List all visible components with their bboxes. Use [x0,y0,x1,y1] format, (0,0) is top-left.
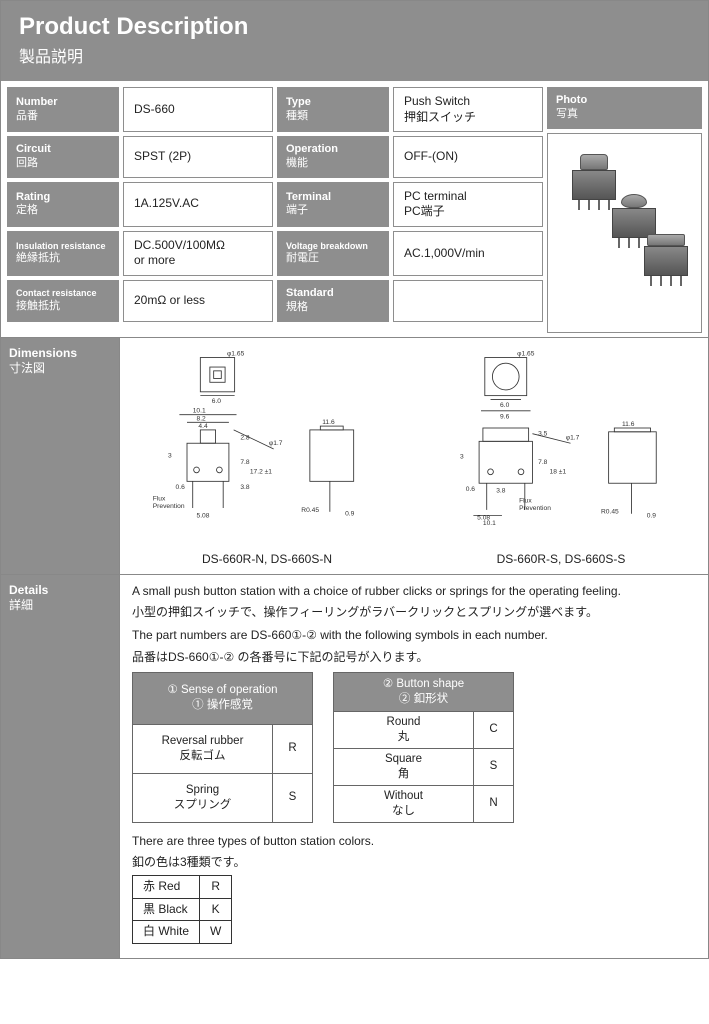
dimensions-label: Dimensions 寸法図 [1,338,119,574]
shape-table: ② Button shape ② 釦形状 Round丸 C Square角 S … [333,672,514,823]
spec-contact-label: Contact resistance 接触抵抗 [7,280,119,322]
svg-text:5.08: 5.08 [197,512,210,519]
svg-text:10.1: 10.1 [193,407,206,414]
drawing-left-caption: DS-660R-N, DS-660S-N [202,552,332,566]
switch-photo-icon [638,234,694,286]
specs-area: Number 品番 DS-660 Type 種類 Push Switch 押釦ス… [1,81,708,337]
spec-number-label: Number 品番 [7,87,119,132]
spec-standard-value [393,280,543,322]
sense-header: ① Sense of operation ① 操作感覚 [133,673,313,725]
svg-text:φ1.65: φ1.65 [517,350,535,357]
svg-text:17.2 ±1: 17.2 ±1 [250,468,272,475]
dimensions-content: φ1.65 6.0 10.1 8.2 4.4 [119,338,708,574]
details-desc-en: A small push button station with a choic… [132,583,696,600]
svg-text:6.0: 6.0 [212,398,222,405]
spec-terminal-label: Terminal 端子 [277,182,389,227]
details-content: A small push button station with a choic… [119,575,708,958]
svg-text:3: 3 [460,453,464,460]
spec-rating-label: Rating 定格 [7,182,119,227]
specs-grid-wrap: Number 品番 DS-660 Type 種類 Push Switch 押釦ス… [7,87,543,333]
svg-text:18 ±1: 18 ±1 [550,468,567,475]
spec-number-value: DS-660 [123,87,273,132]
svg-text:8.2: 8.2 [197,415,207,422]
svg-text:7.8: 7.8 [240,459,250,466]
spec-contact-value: 20mΩ or less [123,280,273,322]
spec-circuit-label: Circuit 回路 [7,136,119,178]
spec-type-value: Push Switch 押釦スイッチ [393,87,543,132]
svg-text:6.0: 6.0 [500,402,510,409]
svg-text:4.4: 4.4 [198,423,208,430]
spec-rating-value: 1A.125V.AC [123,182,273,227]
spec-voltage-label: Voltage breakdown 耐電圧 [277,231,389,276]
svg-text:Prevention: Prevention [153,503,185,510]
colors-desc-en: There are three types of button station … [132,833,696,850]
header-title-en: Product Description [19,13,690,41]
details-section: Details 詳細 A small push button station w… [1,574,708,958]
svg-text:9.6: 9.6 [500,413,510,420]
spec-insulation-value: DC.500V/100MΩ or more [123,231,273,276]
svg-text:3.8: 3.8 [496,487,506,494]
table-row: Springスプリング S [133,773,313,822]
product-sheet: Product Description 製品説明 Number 品番 DS-66… [0,0,709,959]
detail-tables: ① Sense of operation ① 操作感覚 Reversal rub… [132,672,696,823]
spec-type-label: Type 種類 [277,87,389,132]
svg-text:7.8: 7.8 [538,459,548,466]
details-partnum-en: The part numbers are DS-660①-② with the … [132,627,696,644]
details-desc-jp: 小型の押釦スイッチで、操作フィーリングがラバークリックとスプリングが選べます。 [132,604,696,621]
spec-terminal-value: PC terminal PC端子 [393,182,543,227]
table-row: 白 WhiteW [133,921,232,943]
svg-text:3.5: 3.5 [538,430,548,437]
drawing-right-caption: DS-660R-S, DS-660S-S [497,552,626,566]
spec-operation-label: Operation 機能 [277,136,389,178]
svg-text:11.6: 11.6 [622,421,635,428]
svg-text:0.6: 0.6 [176,483,186,490]
svg-text:Flux: Flux [153,495,166,502]
sense-table: ① Sense of operation ① 操作感覚 Reversal rub… [132,672,313,823]
table-row: 黒 BlackK [133,898,232,920]
details-partnum-jp: 品番はDS-660①-② の各番号に下記の記号が入ります。 [132,649,696,666]
drawings: φ1.65 6.0 10.1 8.2 4.4 [130,348,698,566]
svg-text:R0.45: R0.45 [601,508,619,515]
details-label: Details 詳細 [1,575,119,958]
spec-voltage-value: AC.1,000V/min [393,231,543,276]
specs-grid: Number 品番 DS-660 Type 種類 Push Switch 押釦ス… [7,87,543,322]
table-row: 赤 RedR [133,876,232,898]
svg-text:φ1.7: φ1.7 [269,440,283,447]
svg-text:3.8: 3.8 [240,483,250,490]
drawing-left: φ1.65 6.0 10.1 8.2 4.4 [130,348,404,566]
svg-text:Flux: Flux [519,497,532,504]
svg-text:0.9: 0.9 [345,510,355,517]
spec-insulation-label: Insulation resistance 絶縁抵抗 [7,231,119,276]
svg-text:10.1: 10.1 [483,520,496,527]
spec-circuit-value: SPST (2P) [123,136,273,178]
tech-drawing-left-icon: φ1.65 6.0 10.1 8.2 4.4 [130,348,404,548]
table-row: Withoutなし N [334,785,514,822]
table-row: Round丸 C [334,711,514,748]
photo-label: Photo 写真 [547,87,702,129]
photo-box [547,133,702,333]
svg-text:2.8: 2.8 [240,434,250,441]
table-row: Reversal rubber反転ゴム R [133,724,313,773]
svg-text:φ1.7: φ1.7 [566,434,580,441]
svg-text:R0.45: R0.45 [301,506,319,513]
svg-text:3: 3 [168,452,172,459]
svg-text:Prevention: Prevention [519,504,551,511]
svg-text:0.6: 0.6 [466,485,476,492]
colors-desc-jp: 釦の色は3種類です。 [132,854,696,871]
table-row: Square角 S [334,748,514,785]
svg-text:0.9: 0.9 [647,512,657,519]
header: Product Description 製品説明 [1,1,708,81]
drawing-right: φ1.65 6.0 9.6 3 [424,348,698,566]
photo-column: Photo 写真 [547,87,702,333]
shape-header: ② Button shape ② 釦形状 [334,673,514,712]
spec-operation-value: OFF-(ON) [393,136,543,178]
header-title-jp: 製品説明 [19,43,690,67]
svg-text:11.6: 11.6 [322,419,335,426]
spec-standard-label: Standard 規格 [277,280,389,322]
dimensions-section: Dimensions 寸法図 φ1.65 6.0 [1,337,708,574]
svg-text:φ1.65: φ1.65 [227,350,245,357]
tech-drawing-right-icon: φ1.65 6.0 9.6 3 [424,348,698,548]
color-table: 赤 RedR 黒 BlackK 白 WhiteW [132,875,232,943]
